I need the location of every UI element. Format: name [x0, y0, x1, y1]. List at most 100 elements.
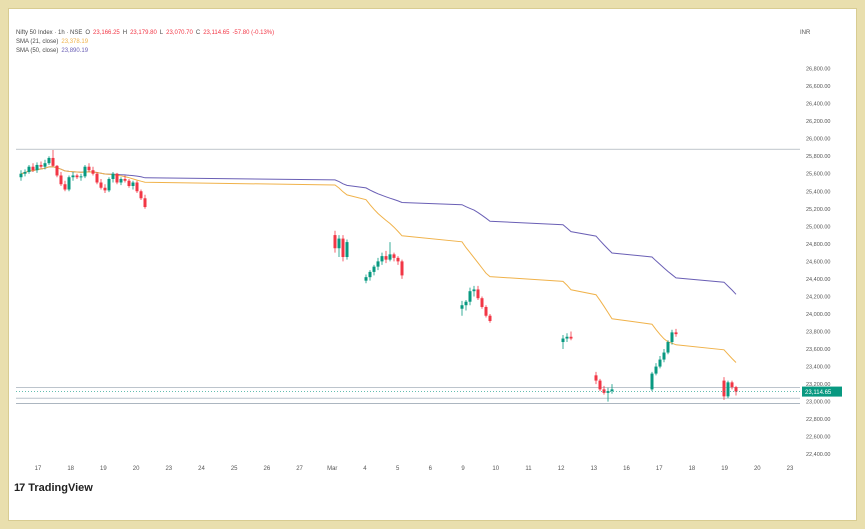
candle-body — [400, 261, 404, 276]
candle-body — [337, 238, 341, 249]
open-label: O — [85, 30, 91, 36]
low-value: 23,070.70 — [166, 30, 193, 36]
x-tick-label: 23 — [787, 466, 794, 472]
candle-body — [79, 176, 83, 178]
candle — [79, 173, 83, 181]
candle-body — [368, 271, 372, 278]
y-tick-label: 25,200.00 — [806, 207, 830, 213]
y-tick-label: 26,000.00 — [806, 137, 830, 143]
candle-body — [392, 254, 396, 258]
y-tick-label: 25,400.00 — [806, 189, 830, 195]
x-tick-label: 5 — [396, 466, 400, 472]
x-tick-label: 24 — [198, 466, 205, 472]
candle-body — [730, 382, 734, 388]
x-tick-label: 12 — [558, 466, 565, 472]
candle — [594, 371, 598, 385]
currency-label[interactable]: INR — [800, 30, 811, 36]
tradingview-logo[interactable]: 17 TradingView — [14, 482, 93, 494]
candle — [364, 274, 368, 284]
candle-body — [396, 257, 400, 262]
high-label: H — [122, 30, 128, 36]
sma50-label[interactable]: SMA (50, close) — [16, 48, 59, 54]
x-tick-label: 27 — [296, 466, 303, 472]
candle — [131, 180, 135, 190]
candle — [19, 170, 23, 181]
candle-body — [75, 175, 79, 178]
candle — [396, 256, 400, 265]
candle-body — [341, 238, 345, 257]
horizontal-lines — [16, 148, 800, 404]
candle-body — [95, 173, 99, 183]
candle — [139, 189, 143, 201]
candle — [345, 239, 349, 260]
candle — [476, 285, 480, 300]
x-tick-label: 17 — [35, 466, 42, 472]
open-value: 23,166.25 — [93, 30, 120, 36]
candle — [123, 175, 127, 183]
candle — [606, 387, 610, 402]
candle — [99, 178, 103, 190]
candle — [598, 378, 602, 392]
y-tick-label: 26,400.00 — [806, 102, 830, 108]
tradingview-logo-text: TradingView — [28, 482, 93, 494]
candle — [71, 171, 75, 181]
candle-body — [55, 165, 59, 176]
candle-body — [107, 178, 111, 191]
symbol-label[interactable]: Nifty 50 Index · 1h · NSE — [16, 30, 83, 36]
candle — [372, 264, 376, 276]
candle — [380, 252, 384, 265]
candle — [670, 329, 674, 345]
candle-body — [135, 182, 139, 192]
sma21-label[interactable]: SMA (21, close) — [16, 39, 59, 45]
x-axis: 17 18 19 20 23 24 25 26 27 Mar 4 5 6 9 10 11 12 13 16 17 18 1… — [35, 466, 794, 472]
last-price-label: 23,114.65 — [805, 390, 832, 396]
candle — [392, 252, 396, 262]
candle — [460, 300, 464, 316]
candle-body — [67, 177, 71, 190]
candle-body — [464, 301, 468, 306]
candle — [384, 250, 388, 264]
candle-body — [670, 332, 674, 343]
candle-body — [87, 166, 91, 171]
y-tick-label: 24,800.00 — [806, 242, 830, 248]
candle — [23, 169, 27, 177]
candle — [569, 331, 573, 341]
y-tick-label: 26,200.00 — [806, 119, 830, 125]
candle-body — [662, 352, 666, 360]
y-tick-label: 24,200.00 — [806, 294, 830, 300]
candle — [488, 313, 492, 323]
x-tick-label: 17 — [656, 466, 663, 472]
candle — [650, 371, 654, 392]
candle — [35, 162, 39, 173]
x-tick-label: 4 — [363, 466, 367, 472]
candle — [127, 178, 131, 188]
candle-body — [594, 375, 598, 381]
x-tick-label: Mar — [327, 466, 337, 472]
y-tick-label: 23,400.00 — [806, 365, 830, 371]
candles — [19, 150, 738, 402]
close-value: 23,114.65 — [203, 30, 230, 36]
x-tick-label: 23 — [165, 466, 172, 472]
sma21-line — [20, 166, 737, 363]
y-tick-label: 23,200.00 — [806, 382, 830, 388]
candle — [561, 335, 565, 350]
candle-body — [666, 342, 670, 353]
candle — [43, 159, 47, 170]
candle-body — [23, 171, 27, 174]
candle-body — [388, 254, 392, 260]
candle-body — [364, 277, 368, 281]
candle-body — [472, 289, 476, 292]
candle — [39, 161, 43, 169]
y-axis: 26,800.00 26,600.00 26,400.00 26,200.00 26,0… — [806, 67, 830, 459]
sma21-path — [20, 166, 737, 363]
candle-body — [63, 184, 67, 190]
candle-body — [484, 306, 488, 316]
candle-body — [19, 173, 23, 178]
last-price-box — [802, 386, 842, 397]
candle — [722, 377, 726, 400]
candle — [107, 177, 111, 193]
y-tick-label: 24,600.00 — [806, 259, 830, 265]
x-tick-label: 18 — [689, 466, 696, 472]
x-tick-label: 26 — [264, 466, 271, 472]
